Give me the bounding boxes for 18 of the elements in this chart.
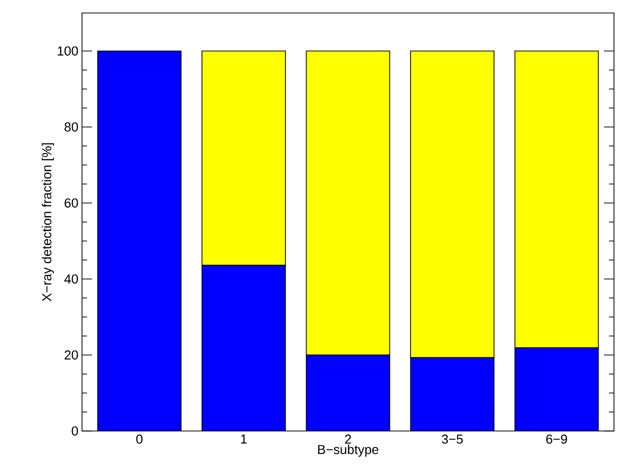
bar [202,265,286,431]
x-tick-label: 6−9 [546,434,568,444]
bar [514,347,599,431]
y-tick-label: 60 [64,198,78,208]
bar [306,354,390,431]
bar [98,50,182,431]
y-tick-label: 40 [64,274,78,284]
y-tick-label: 100 [58,46,78,56]
bar [410,358,494,431]
x-tick-label: 3−5 [442,434,463,444]
y-tick-label: 20 [64,350,78,360]
y-tick-label: 0 [72,426,78,436]
y-tick-label: 80 [64,122,78,132]
y-axis-title: X−ray detection fraction [%] [42,143,54,302]
x-tick-label: 0 [136,434,142,444]
x-axis-title: B−subtype [318,444,378,457]
x-tick-label: 2 [345,434,351,444]
x-tick-label: 1 [241,434,247,444]
